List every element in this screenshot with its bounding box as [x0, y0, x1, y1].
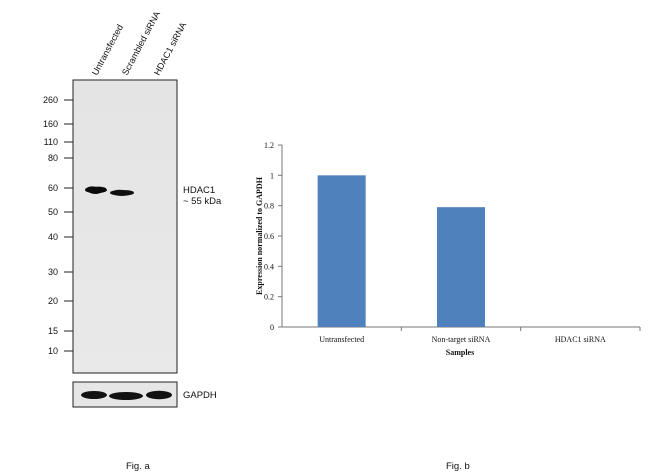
mw-label-15: 15 — [48, 326, 58, 336]
mw-label-160: 160 — [43, 119, 58, 129]
gapdh-band-untransfected — [81, 391, 107, 399]
bar-untransfected — [317, 175, 366, 327]
y-tick-label: 0.2 — [264, 293, 274, 302]
y-tick-label: 1 — [270, 171, 274, 180]
y-tick-label: 0 — [270, 323, 274, 332]
x-tick-label: Untransfected — [319, 335, 364, 344]
x-tick-label: HDAC1 siRNA — [555, 335, 606, 344]
mw-label-10: 10 — [48, 346, 58, 356]
blot-membrane — [72, 79, 178, 374]
y-tick-label: 0.6 — [264, 232, 274, 241]
y-tick-label: 1.2 — [264, 141, 274, 150]
gapdh-band-hdac1-sirna — [146, 390, 172, 400]
fig-b-caption: Fig. b — [446, 461, 470, 472]
hdac1-size-label: ~ 55 kDa — [183, 196, 222, 207]
hdac1-band-scrambled-core — [110, 190, 134, 196]
hdac1-target-label: HDAC1 — [183, 185, 215, 196]
x-axis-title: Samples — [446, 348, 474, 357]
mw-label-40: 40 — [48, 232, 58, 242]
mw-label-20: 20 — [48, 296, 58, 306]
mw-label-30: 30 — [48, 267, 58, 277]
x-tick-label: Non-target siRNA — [432, 335, 491, 344]
gapdh-bands — [81, 390, 172, 400]
mw-label-260: 260 — [43, 95, 58, 105]
hdac1-band-untransfected-core — [85, 186, 107, 194]
mw-marker-ladder: 260 160 110 80 60 50 40 30 20 15 10 — [43, 95, 73, 356]
mw-label-50: 50 — [48, 207, 58, 217]
mw-label-60: 60 — [48, 183, 58, 193]
hdac1-bands — [85, 186, 134, 196]
mw-label-110: 110 — [44, 137, 58, 147]
y-tick-label: 0.4 — [264, 262, 274, 271]
bar-non-target-sirna — [437, 207, 485, 327]
gapdh-band-scrambled — [109, 392, 143, 400]
gapdh-label: GAPDH — [183, 390, 217, 401]
fig-a-caption: Fig. a — [126, 461, 150, 472]
y-tick-label: 0.8 — [264, 202, 274, 211]
y-axis-title: Expression normalized to GAPDH — [255, 176, 264, 295]
bar-chart-bars — [317, 175, 485, 327]
bar-chart-ticks: 0 0.2 0.4 0.6 0.8 1 1.2 Untransfected Non-target… — [264, 141, 641, 344]
mw-label-80: 80 — [48, 153, 58, 163]
